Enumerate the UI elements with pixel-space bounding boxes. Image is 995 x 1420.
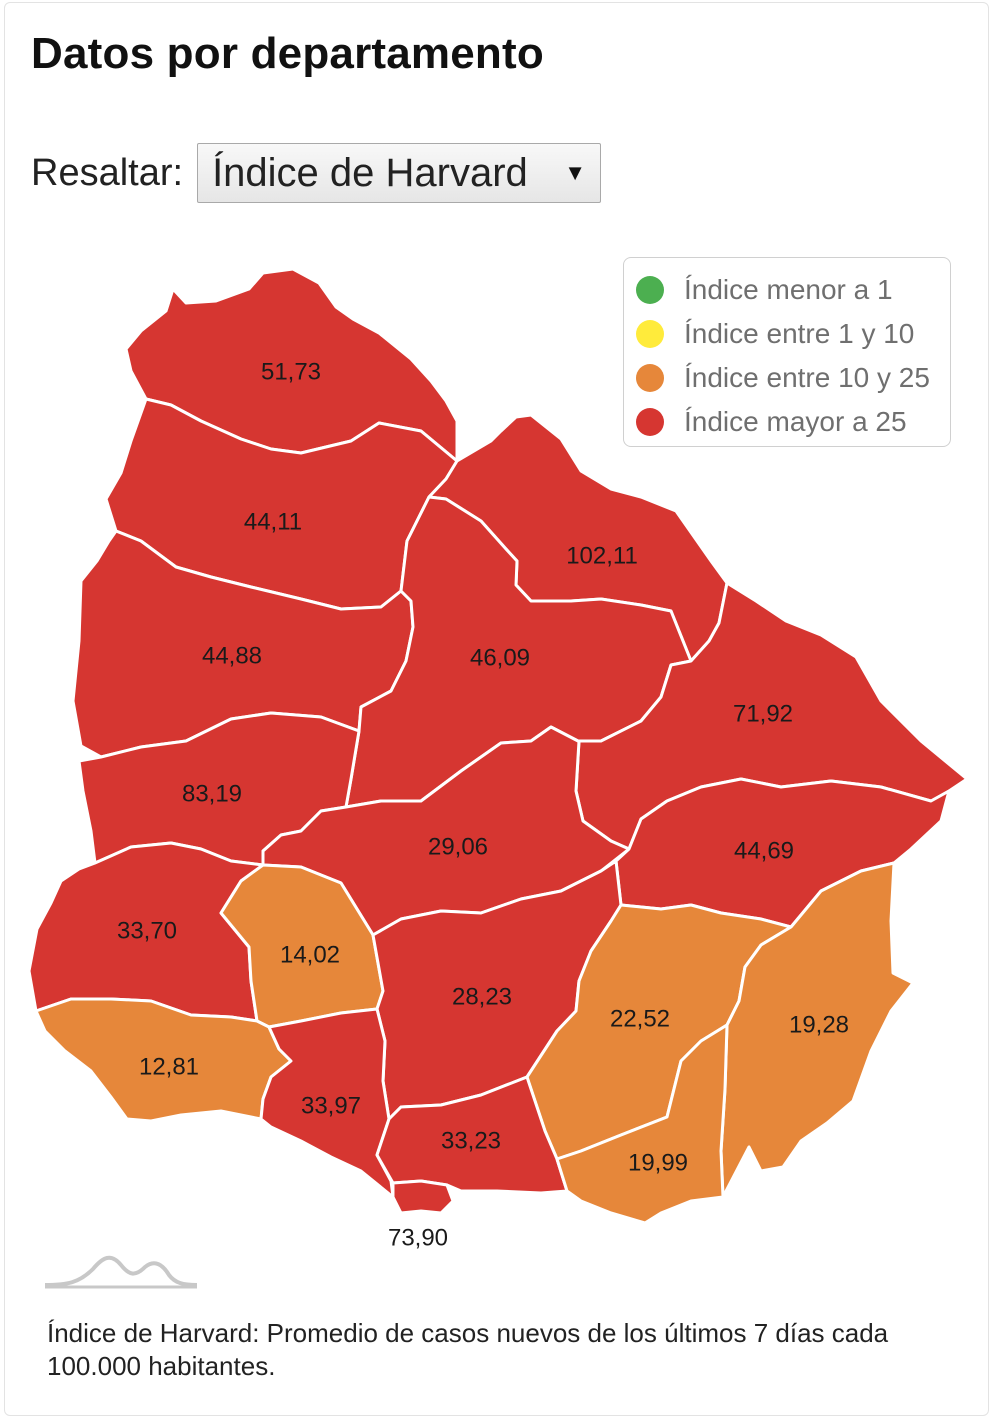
uruguay-map: 51,73 44,11 102,11 44,88 46,09 71,92 83,… (27, 267, 969, 1251)
legend-label: Índice mayor a 25 (684, 406, 907, 437)
legend-item-orange: Índice entre 10 y 25 (636, 356, 950, 400)
department-montevideo[interactable] (391, 1179, 455, 1215)
page-title: Datos por departamento (31, 29, 544, 78)
highlight-control: Resaltar: Índice de Harvard ▼ (31, 141, 602, 205)
highlight-select-value: Índice de Harvard (212, 150, 528, 195)
triangle-down-icon: ▼ (564, 160, 587, 185)
department-san-jose[interactable] (259, 1007, 395, 1199)
department-maldonado[interactable] (555, 1023, 729, 1225)
legend-swatch-yellow (636, 320, 664, 348)
legend-item-red: Índice mayor a 25 (636, 400, 950, 444)
legend-label: Índice entre 1 y 10 (684, 318, 915, 349)
highlight-label: Resaltar: (31, 151, 184, 194)
department-treinta-y-tres[interactable] (614, 777, 951, 929)
panel-card: Datos por departamento Resaltar: Índice … (4, 2, 989, 1416)
legend-swatch-green (636, 276, 664, 304)
map-legend: Índice menor a 1 Índice entre 1 y 10 Índ… (623, 257, 951, 447)
department-soriano[interactable] (27, 841, 265, 1023)
highlight-select[interactable]: Índice de Harvard ▼ (197, 143, 602, 203)
label-montevideo: 73,90 (388, 1224, 448, 1251)
mountain-wave-logo-icon (45, 1255, 197, 1289)
legend-item-yellow: Índice entre 1 y 10 (636, 312, 950, 356)
department-rocha[interactable] (719, 861, 915, 1199)
footnote: Índice de Harvard: Promedio de casos nue… (47, 1318, 889, 1381)
legend-swatch-orange (636, 364, 664, 392)
legend-label: Índice menor a 1 (684, 274, 893, 305)
legend-label: Índice entre 10 y 25 (684, 362, 930, 393)
legend-item-green: Índice menor a 1 (636, 268, 950, 312)
legend-swatch-red (636, 408, 664, 436)
